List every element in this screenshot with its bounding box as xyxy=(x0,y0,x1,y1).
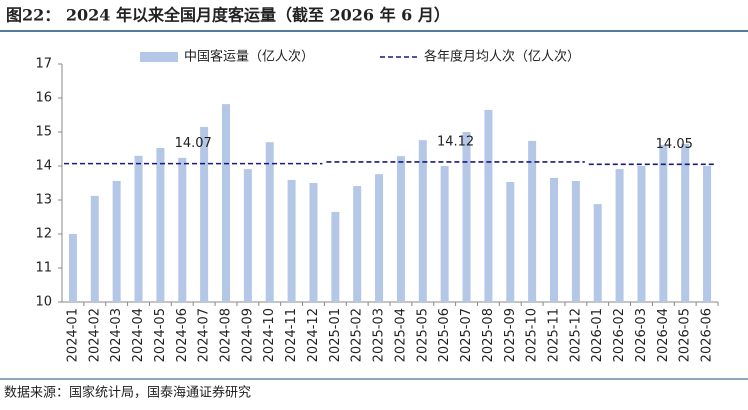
bar xyxy=(396,156,405,302)
bar xyxy=(200,126,209,303)
bar xyxy=(112,180,121,302)
bar xyxy=(484,109,493,303)
bar xyxy=(134,155,143,302)
x-tick-label: 2025-06 xyxy=(437,308,452,362)
data-label: 14.12 xyxy=(437,134,474,149)
bar xyxy=(462,132,471,302)
x-tick-label: 2025-08 xyxy=(481,308,496,362)
legend-swatch xyxy=(140,52,178,62)
bar xyxy=(659,144,668,302)
bar xyxy=(440,166,449,302)
chart-title: 图22： 2024 年以来全国月度客运量（截至 2026 年 6 月） xyxy=(6,6,450,25)
bar xyxy=(331,211,340,302)
x-tick-label: 2025-09 xyxy=(503,308,518,362)
x-tick-label: 2026-04 xyxy=(656,308,671,362)
x-tick-label: 2025-11 xyxy=(547,308,562,362)
x-tick-label: 2025-02 xyxy=(350,308,365,362)
bar xyxy=(418,140,427,302)
y-tick-label: 13 xyxy=(35,193,52,208)
x-tick-label: 2025-07 xyxy=(459,308,474,362)
bar xyxy=(243,169,252,302)
x-tick-label: 2024-11 xyxy=(284,308,299,362)
x-tick-label: 2024-07 xyxy=(197,308,212,362)
bar xyxy=(528,140,537,302)
x-tick-label: 2025-10 xyxy=(525,308,540,362)
x-tick-label: 2024-01 xyxy=(65,308,80,362)
x-tick-label: 2024-10 xyxy=(262,308,277,362)
bar xyxy=(68,234,77,302)
x-tick-label: 2026-06 xyxy=(700,308,715,362)
x-tick-label: 2025-03 xyxy=(372,308,387,362)
x-tick-label: 2026-01 xyxy=(590,308,605,362)
bar xyxy=(90,195,99,302)
bar xyxy=(309,183,318,302)
x-tick-label: 2024-09 xyxy=(240,308,255,362)
bar xyxy=(506,181,515,302)
y-tick-label: 12 xyxy=(35,227,52,242)
bar xyxy=(593,204,602,302)
legend-label: 各年度月均人次（亿人次） xyxy=(424,49,580,65)
x-tick-label: 2025-04 xyxy=(393,308,408,362)
legend-label: 中国客运量（亿人次） xyxy=(184,49,314,65)
x-tick-label: 2024-08 xyxy=(219,308,234,362)
bar xyxy=(550,177,558,302)
x-tick-label: 2024-06 xyxy=(175,308,190,362)
bar xyxy=(615,169,624,302)
x-tick-label: 2024-03 xyxy=(109,308,124,362)
y-tick-label: 14 xyxy=(35,159,52,174)
x-tick-label: 2025-05 xyxy=(415,308,430,362)
x-tick-label: 2024-05 xyxy=(153,308,168,362)
bar xyxy=(178,157,187,302)
x-tick-label: 2024-12 xyxy=(306,308,321,362)
source: 数据来源：国家统计局，国泰海通证券研究 xyxy=(4,385,251,401)
bar xyxy=(353,186,362,302)
data-label: 14.07 xyxy=(175,136,212,151)
y-tick-label: 11 xyxy=(35,261,52,276)
x-tick-label: 2026-02 xyxy=(612,308,627,362)
x-tick-label: 2025-01 xyxy=(328,308,343,362)
bar xyxy=(681,143,690,302)
bar xyxy=(703,166,712,302)
y-tick-label: 17 xyxy=(35,57,52,72)
bar xyxy=(222,104,230,303)
data-label: 14.05 xyxy=(656,137,693,152)
bar xyxy=(156,147,165,302)
y-tick-label: 10 xyxy=(35,295,52,310)
bar xyxy=(637,166,646,302)
x-tick-label: 2025-12 xyxy=(568,308,583,362)
bar xyxy=(571,180,580,302)
y-tick-label: 15 xyxy=(35,125,52,140)
y-tick-label: 16 xyxy=(35,91,52,106)
bar xyxy=(375,174,384,302)
bar xyxy=(265,142,274,302)
x-tick-label: 2024-04 xyxy=(131,308,146,362)
x-tick-label: 2024-02 xyxy=(87,308,102,362)
x-tick-label: 2026-03 xyxy=(634,308,649,362)
x-tick-label: 2026-05 xyxy=(678,308,693,362)
bar xyxy=(287,179,296,302)
